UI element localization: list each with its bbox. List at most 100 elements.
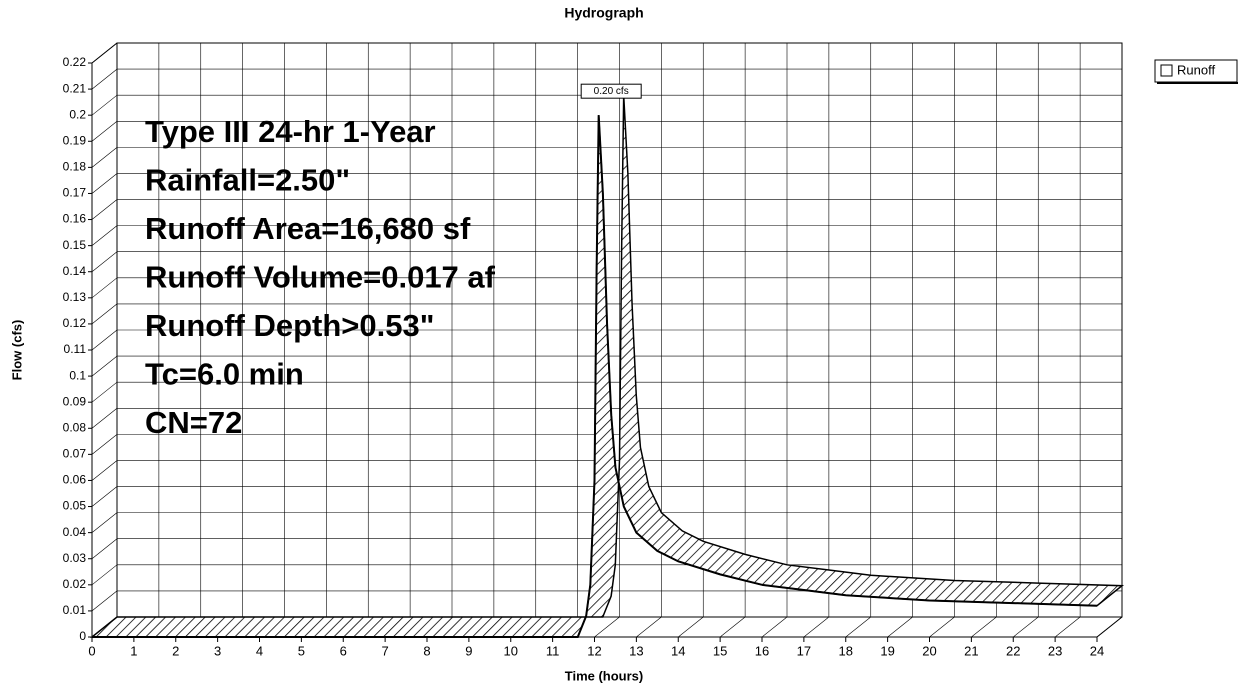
- x-tick-label: 19: [880, 643, 894, 658]
- x-tick-label: 18: [839, 643, 853, 658]
- y-tick-label: 0.2: [69, 107, 86, 121]
- x-tick-label: 24: [1090, 643, 1104, 658]
- x-tick-label: 2: [172, 643, 179, 658]
- side-grid-line: [91, 225, 118, 246]
- annotation: Rainfall=2.50": [145, 163, 350, 198]
- side-grid-line: [91, 408, 118, 429]
- annotation: Runoff Depth>0.53": [145, 308, 434, 343]
- x-tick-label: 9: [465, 643, 472, 658]
- legend-swatch: [1160, 64, 1173, 77]
- x-tick-label: 15: [713, 643, 727, 658]
- y-tick-label: 0.21: [63, 81, 87, 95]
- y-tick-label: 0.14: [63, 264, 87, 278]
- side-grid-line: [91, 460, 118, 481]
- x-tick-label: 17: [797, 643, 811, 658]
- side-grid-line: [91, 329, 118, 351]
- x-tick-label: 23: [1048, 643, 1062, 658]
- chart-title: Hydrograph: [564, 5, 643, 21]
- side-grid-line: [91, 564, 118, 586]
- y-tick-label: 0.15: [63, 238, 87, 252]
- x-tick-label: 3: [214, 643, 221, 658]
- x-tick-label: 8: [423, 643, 430, 658]
- floor-grid-line: [1054, 616, 1081, 638]
- side-grid-line: [91, 303, 118, 325]
- y-tick-label: 0.11: [64, 342, 87, 356]
- side-grid-line: [91, 199, 118, 220]
- y-tick-label: 0.12: [63, 316, 87, 330]
- annotation: Type III 24-hr 1-Year: [145, 114, 436, 149]
- x-tick-label: 21: [964, 643, 978, 658]
- floor-grid-line: [803, 616, 830, 638]
- x-tick-label: 10: [504, 643, 518, 658]
- y-tick-label: 0.09: [63, 394, 87, 408]
- floor-grid-line: [761, 616, 788, 638]
- side-grid-line: [91, 277, 118, 299]
- y-tick-label: 0.01: [63, 603, 87, 617]
- y-tick-label: 0.03: [63, 551, 87, 565]
- y-tick-label: 0.13: [63, 290, 87, 304]
- side-grid-line: [91, 68, 118, 90]
- y-tick-label: 0.02: [63, 577, 87, 591]
- floor-grid-line: [971, 616, 997, 638]
- floor-grid-line: [1013, 616, 1039, 638]
- side-grid-line: [91, 121, 118, 142]
- x-tick-label: 13: [629, 643, 643, 658]
- side-grid-line: [91, 147, 118, 168]
- x-tick-label: 11: [546, 643, 560, 658]
- annotation: Runoff Volume=0.017 af: [145, 260, 496, 295]
- legend: Runoff: [1154, 59, 1238, 84]
- floor-grid-line: [678, 616, 704, 638]
- side-grid-line: [91, 434, 118, 455]
- x-tick-label: 20: [922, 643, 936, 658]
- x-tick-label: 4: [256, 643, 263, 658]
- side-grid-line: [91, 355, 118, 377]
- floor-grid-line: [887, 616, 913, 638]
- floor-grid-line: [594, 616, 620, 638]
- side-grid-line: [91, 94, 118, 116]
- y-tick-label: 0.18: [63, 160, 87, 174]
- x-tick-label: 14: [671, 643, 685, 658]
- x-tick-label: 22: [1006, 643, 1020, 658]
- side-grid-line: [91, 173, 118, 194]
- x-axis-label: Time (hours): [565, 668, 644, 683]
- y-tick-label: 0.17: [63, 186, 87, 200]
- x-tick-label: 7: [382, 643, 389, 658]
- side-grid-line: [91, 381, 118, 403]
- peak-label: 0.20 cfs: [594, 86, 629, 97]
- x-tick-label: 16: [755, 643, 769, 658]
- floor-grid-line: [636, 616, 662, 638]
- y-tick-label: 0: [79, 629, 86, 643]
- y-tick-label: 0.05: [63, 499, 87, 513]
- side-grid-line: [91, 590, 118, 612]
- y-tick-label: 0.07: [63, 447, 87, 461]
- y-tick-label: 0.06: [63, 473, 87, 487]
- side-edge: [91, 42, 118, 64]
- floor-grid-line: [929, 616, 955, 638]
- floor-edge: [1096, 616, 1123, 638]
- x-tick-label: 5: [298, 643, 305, 658]
- x-tick-label: 6: [340, 643, 347, 658]
- annotation: CN=72: [145, 405, 242, 440]
- peak-label-box: [580, 83, 642, 99]
- y-tick-label: 0.22: [63, 55, 87, 69]
- annotation: Tc=6.0 min: [145, 357, 304, 392]
- x-tick-label: 1: [130, 643, 137, 658]
- y-tick-label: 0.1: [69, 368, 86, 382]
- legend-label: Runoff: [1177, 62, 1215, 77]
- y-tick-label: 0.04: [63, 525, 87, 539]
- runoff-line: [92, 115, 1098, 638]
- x-tick-label: 0: [88, 643, 95, 658]
- side-grid-line: [91, 251, 118, 272]
- y-tick-label: 0.08: [63, 420, 87, 434]
- y-axis-label: Flow (cfs): [9, 320, 24, 381]
- x-tick-label: 12: [587, 643, 601, 658]
- y-tick-label: 0.19: [63, 133, 87, 147]
- annotation: Runoff Area=16,680 sf: [145, 211, 471, 246]
- floor-grid-line: [845, 616, 871, 638]
- y-tick-label: 0.16: [63, 212, 87, 226]
- floor-grid-line: [719, 616, 746, 638]
- side-grid-line: [91, 512, 118, 533]
- side-grid-line: [91, 486, 118, 507]
- side-grid-line: [91, 538, 118, 559]
